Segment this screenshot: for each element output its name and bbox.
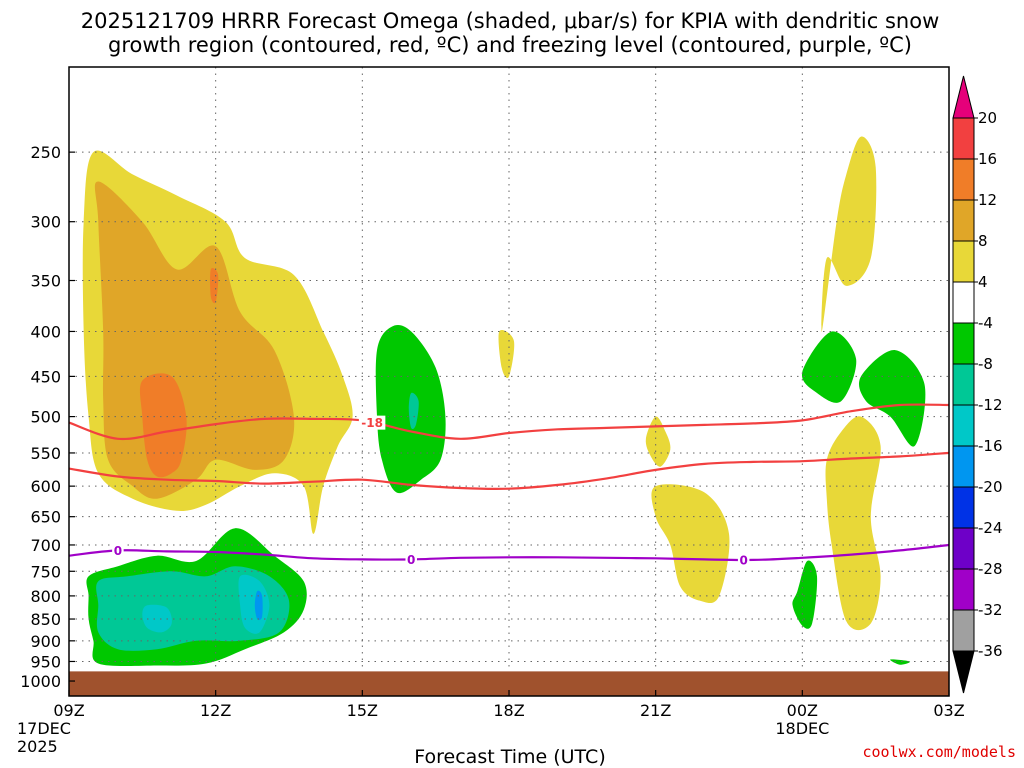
y-tick-label-350: 350: [30, 272, 61, 291]
colorbar-swatch-12: [952, 568, 975, 611]
colorbar-label-3: 8: [978, 232, 988, 250]
colorbar-label-7: -12: [978, 396, 1003, 414]
x-tick-label-15-1: 18DEC: [775, 719, 829, 738]
isotherm-label-bg-0-0: [358, 415, 386, 430]
colorbar-swatch-9: [952, 445, 975, 488]
plot-area: -18 0 0 0: [68, 66, 950, 697]
colorbar-label-6: -8: [978, 355, 993, 373]
colorbar-bottom-arrow: [952, 650, 975, 694]
omega-region-12: [645, 416, 671, 467]
chart-title-line-2: growth region (contoured, red, ºC) and f…: [108, 33, 912, 57]
y-tick-label-550: 550: [30, 444, 61, 463]
colorbar-swatch-8: [952, 404, 975, 447]
colorbar-swatch-1: [952, 117, 975, 160]
isotherm-label-2-1: 0: [407, 553, 415, 567]
x-tick-label-9-0: 18Z: [493, 701, 524, 720]
colorbar-label-8: -16: [978, 437, 1003, 455]
y-tick-label-700: 700: [30, 536, 61, 555]
colorbar-label-11: -28: [978, 560, 1003, 578]
omega-region-5: [408, 392, 419, 430]
x-tick-label-3-0: 12Z: [200, 701, 231, 720]
omega-region-3: [210, 268, 219, 304]
omega-region-2: [139, 373, 187, 478]
colorbar-swatch-2: [952, 158, 975, 201]
y-axis-pressure: 250 300 350 400 450 500 550 600 650 700 750 800 850 9…: [20, 143, 75, 691]
colorbar-swatch-10: [952, 486, 975, 529]
colorbar-swatch-13: [952, 609, 975, 652]
colorbar-label-13: -36: [978, 642, 1003, 660]
omega-colorbar: 20 16 12 8 4 -4 -8 -12 -16 -20 -24 -28 -32 -36: [952, 75, 1003, 694]
colorbar-label-5: -4: [978, 314, 993, 332]
isotherm-label-bg-2-2: [737, 552, 750, 567]
omega-region-8: [142, 604, 172, 633]
x-tick-label-12-0: 21Z: [640, 701, 671, 720]
x-tick-label-15-0: 00Z: [787, 701, 818, 720]
colorbar-swatch-5: [952, 281, 975, 324]
x-tick-label-18-0: 03Z: [933, 701, 964, 720]
colorbar-label-12: -32: [978, 601, 1003, 619]
x-tick-label-6-0: 15Z: [347, 701, 378, 720]
colorbar-swatch-4: [952, 240, 975, 283]
colorbar-label-10: -24: [978, 519, 1003, 537]
y-tick-label-500: 500: [30, 408, 61, 427]
omega-region-10: [254, 590, 263, 621]
colorbar-top-arrow: [952, 75, 975, 119]
y-tick-label-900: 900: [30, 632, 61, 651]
y-tick-label-800: 800: [30, 587, 61, 606]
isotherm-line-1: [68, 451, 950, 490]
colorbar-swatch-7: [952, 363, 975, 406]
y-tick-label-400: 400: [30, 322, 61, 341]
x-tick-label-0-0: 09Z: [53, 701, 84, 720]
omega-shading-layer: [82, 136, 926, 667]
isotherm-layer: -18 0 0 0: [68, 403, 950, 567]
y-tick-label-300: 300: [30, 213, 61, 232]
isotherm-label-2-0: 0: [114, 544, 122, 558]
colorbar-swatch-11: [952, 527, 975, 570]
omega-region-16: [801, 331, 857, 403]
isotherm-label-0-0: -18: [361, 416, 383, 430]
y-tick-label-450: 450: [30, 367, 61, 386]
isotherm-label-bg-2-1: [405, 552, 417, 567]
omega-region-14: [821, 136, 877, 332]
x-tick-label-0-2: 2025: [17, 737, 58, 756]
y-tick-label-750: 750: [30, 562, 61, 581]
isotherm-label-bg-2-0: [112, 543, 124, 558]
omega-region-11: [498, 330, 515, 379]
omega-region-17: [858, 350, 926, 447]
y-tick-label-950: 950: [30, 652, 61, 671]
isotherm-label-2-2: 0: [739, 553, 747, 567]
isotherm-line-0: [68, 403, 950, 441]
x-tick-label-0-1: 17DEC: [17, 719, 71, 738]
y-tick-label-250: 250: [30, 143, 61, 162]
colorbar-swatch-3: [952, 199, 975, 242]
colorbar-label-9: -20: [978, 478, 1003, 496]
colorbar-label-2: 12: [978, 191, 997, 209]
omega-region-9: [238, 574, 270, 634]
colorbar-label-1: 16: [978, 150, 997, 168]
colorbar-label-0: 20: [978, 109, 997, 127]
y-tick-label-650: 650: [30, 508, 61, 527]
omega-region-19: [890, 659, 911, 665]
omega-region-18: [792, 560, 818, 629]
omega-region-13: [651, 484, 730, 604]
omega-region-15: [825, 416, 881, 631]
chart-title-line-1: 2025121709 HRRR Forecast Omega (shaded, …: [81, 9, 940, 33]
y-tick-label-1000: 1000: [20, 672, 61, 691]
y-tick-label-600: 600: [30, 477, 61, 496]
colorbar-swatch-6: [952, 322, 975, 365]
x-axis-title: Forecast Time (UTC): [414, 746, 605, 768]
credit-text: coolwx.com/models: [862, 743, 1016, 761]
colorbar-label-4: 4: [978, 273, 988, 291]
y-tick-label-850: 850: [30, 610, 61, 629]
isotherm-line-2: [68, 543, 950, 562]
